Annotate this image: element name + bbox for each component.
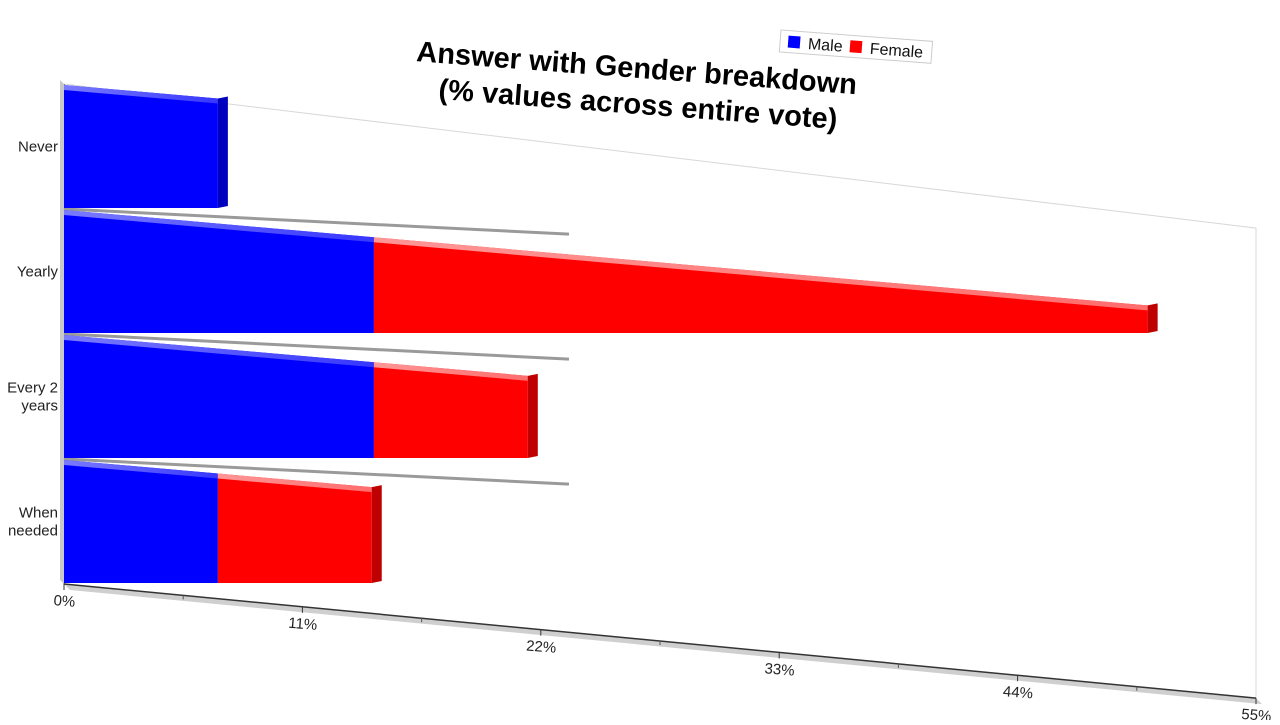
x-tick-label-5: 55%	[1241, 706, 1272, 720]
bar-top-female	[373, 237, 1148, 311]
x-tick-label-3: 33%	[764, 660, 795, 679]
category-label-when-needed: When needed	[8, 505, 58, 540]
category-label-every-2-years: Every 2 years	[7, 380, 58, 415]
bars-group	[64, 85, 1158, 583]
bar-male-never	[64, 85, 218, 208]
x-tick-label-0: 0%	[53, 592, 76, 611]
category-separator	[63, 332, 570, 361]
bar-female-yearly	[373, 237, 1148, 333]
y-axis-wall	[60, 80, 64, 584]
bar-female-every-2-years	[373, 362, 528, 458]
bar-top-female	[373, 362, 528, 381]
bar-top-female	[217, 473, 372, 493]
plot-back-wall	[63, 83, 1257, 699]
legend: Male Female	[778, 29, 934, 64]
x-tick-label-2: 22%	[526, 637, 557, 656]
bar-top-male	[64, 210, 374, 243]
bar-male-every-2-years	[64, 335, 374, 458]
bar-male-when-needed	[64, 460, 218, 583]
category-labels: Never Yearly Every 2 years When needed	[7, 139, 58, 540]
bar-male-yearly	[64, 210, 374, 333]
category-separator	[63, 207, 570, 236]
legend-label-male: Male	[807, 36, 843, 56]
bar-top-male	[64, 85, 218, 104]
bar-side-male	[217, 96, 228, 208]
bar-top-male	[64, 460, 218, 479]
x-axis: 0% 11% 22% 33% 44% 55%	[53, 583, 1272, 725]
x-axis-floor	[64, 584, 1262, 705]
x-tick-label-1: 11%	[288, 615, 318, 634]
legend-label-female: Female	[869, 41, 924, 62]
legend-swatch-female	[849, 40, 863, 54]
bar-side-female	[1147, 303, 1158, 333]
category-label-yearly: Yearly	[17, 264, 59, 281]
category-separator	[63, 457, 570, 486]
bar-top-male	[64, 335, 374, 368]
bar-female-when-needed	[217, 473, 372, 583]
category-label-never: Never	[18, 139, 58, 156]
legend-swatch-male	[787, 35, 801, 49]
bar-side-female	[371, 485, 382, 583]
bar-side-female	[527, 373, 538, 458]
x-tick-label-4: 44%	[1002, 683, 1033, 702]
